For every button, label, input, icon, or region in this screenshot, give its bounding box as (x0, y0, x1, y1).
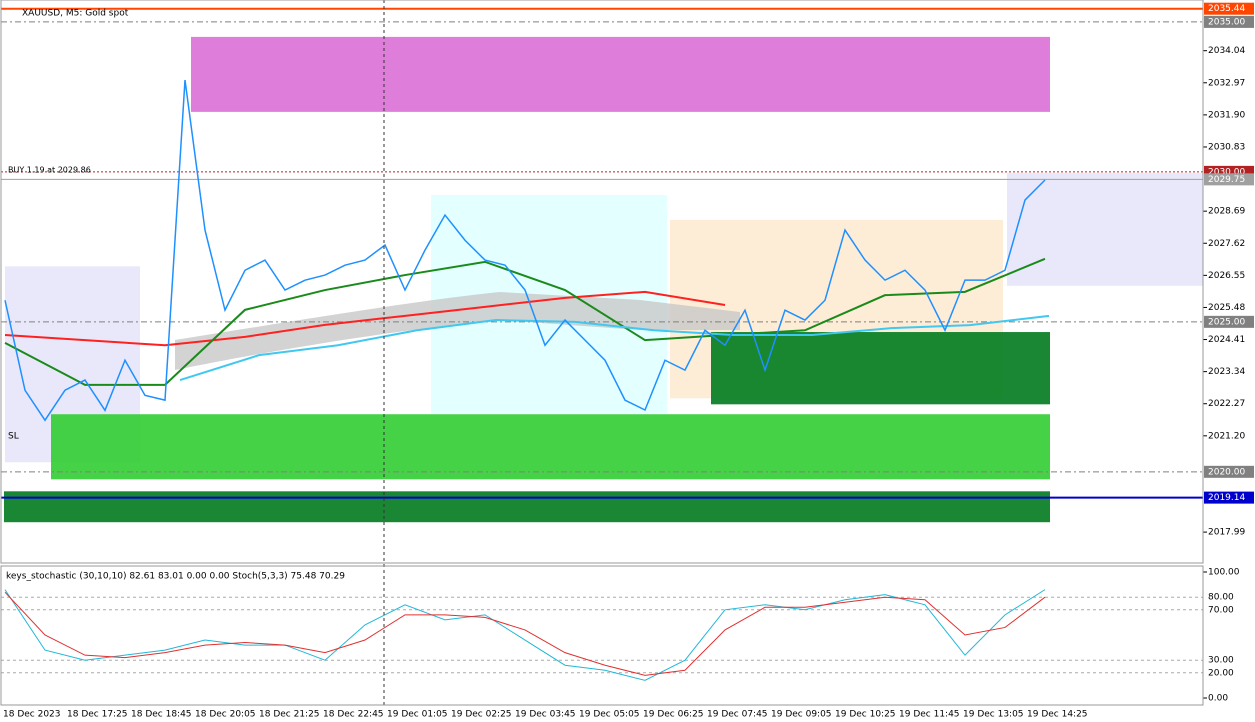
x-tick-label: 18 Dec 22:45 (323, 710, 384, 720)
chart-title: XAUUSD, M5: Gold spot (22, 9, 129, 19)
moving-average (4, 257, 1046, 386)
stoch-tick-label: 30.00 (1208, 656, 1234, 666)
x-tick-label: 19 Dec 02:25 (451, 710, 512, 720)
main-border (0, 0, 1204, 564)
y-tick-label: 2023.34 (1208, 367, 1245, 377)
level-label: 2019.14 (1208, 493, 1245, 503)
level-label: 2035.44 (1208, 4, 1245, 14)
y-tick-label: 2028.69 (1208, 207, 1245, 217)
indicator-label: keys_stochastic (30,10,10) 82.61 83.01 0… (6, 572, 345, 582)
stoch-tick-label: 20.00 (1208, 668, 1234, 678)
level-label-box (1204, 465, 1254, 478)
x-tick-label: 19 Dec 01:05 (387, 710, 448, 720)
y-tick-label: 2032.97 (1208, 78, 1245, 88)
zone (711, 332, 1050, 405)
x-tick-label: 18 Dec 21:25 (259, 710, 320, 720)
level-label: 2025.00 (1208, 317, 1245, 327)
moving-average (179, 314, 1050, 381)
y-tick-label: 2034.04 (1208, 46, 1245, 56)
level-label: 2035.00 (1208, 17, 1245, 27)
zone (4, 491, 1050, 523)
zone (191, 36, 1050, 112)
y-tick-label: 2017.99 (1208, 528, 1245, 538)
moving-average (4, 290, 726, 347)
y-tick-label: 2024.41 (1208, 335, 1245, 345)
stoch-line (4, 591, 1046, 676)
y-tick-label: 2026.55 (1208, 271, 1245, 281)
level-label-box (1204, 315, 1254, 328)
x-tick-label: 19 Dec 10:25 (835, 710, 896, 720)
level-label: 2020.00 (1208, 467, 1245, 477)
x-tick-label: 19 Dec 13:05 (963, 710, 1024, 720)
price-line (4, 79, 1046, 422)
level-label-box (1204, 2, 1254, 15)
x-tick-label: 18 Dec 17:25 (67, 710, 128, 720)
level-label: 2030.00 (1208, 167, 1245, 177)
x-tick-label: 19 Dec 09:05 (771, 710, 832, 720)
x-tick-label: 18 Dec 18:45 (131, 710, 192, 720)
level-label-box (1204, 173, 1254, 186)
sl-label: SL (8, 432, 19, 442)
x-tick-label: 19 Dec 07:45 (707, 710, 768, 720)
x-tick-label: 19 Dec 11:45 (899, 710, 960, 720)
stoch-line (4, 589, 1046, 681)
y-tick-label: 2025.48 (1208, 303, 1245, 313)
level-label-box (1204, 491, 1254, 504)
level-label-box (1204, 15, 1254, 28)
stoch-tick-label: 70.00 (1208, 605, 1234, 615)
x-tick-label: 18 Dec 20:05 (195, 710, 256, 720)
y-tick-label: 2027.62 (1208, 239, 1245, 249)
level-label: 2029.75 (1208, 175, 1245, 185)
y-tick-label: 2021.20 (1208, 431, 1245, 441)
y-tick-label: 2022.27 (1208, 399, 1245, 409)
stoch-border (0, 565, 1204, 706)
stoch-tick-label: 0.00 (1208, 693, 1228, 703)
zone (51, 414, 1050, 480)
x-tick-label: 19 Dec 14:25 (1027, 710, 1088, 720)
x-tick-label: 19 Dec 06:25 (643, 710, 704, 720)
x-tick-label: 18 Dec 2023 (3, 710, 61, 720)
x-tick-label: 19 Dec 05:05 (579, 710, 640, 720)
y-tick-label: 2030.83 (1208, 142, 1245, 152)
zone (1007, 173, 1203, 286)
x-tick-label: 19 Dec 03:45 (515, 710, 576, 720)
y-tick-label: 2031.90 (1208, 110, 1245, 120)
trade-label: BUY 1.19 at 2029.86 (8, 166, 91, 175)
stoch-tick-label: 80.00 (1208, 593, 1234, 603)
stoch-tick-label: 100.00 (1208, 567, 1240, 577)
